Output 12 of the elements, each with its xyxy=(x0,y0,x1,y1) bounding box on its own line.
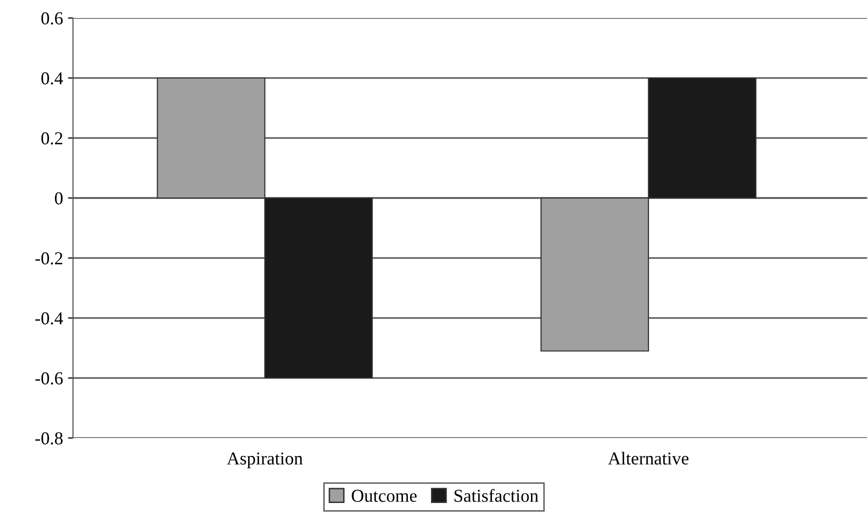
y-tick-label: 0.4 xyxy=(41,72,63,85)
legend-label: Outcome xyxy=(352,490,417,502)
y-tick-label: -0.4 xyxy=(35,312,63,325)
y-tick-label: 0.6 xyxy=(41,12,63,25)
x-tick-label: Alternative xyxy=(608,452,688,465)
y-tick-label: -0.2 xyxy=(35,252,62,265)
y-tick-label: -0.6 xyxy=(35,372,63,385)
legend-label: Satisfaction xyxy=(454,489,538,502)
y-tick-label: -0.8 xyxy=(35,432,63,445)
x-tick-label: Aspiration xyxy=(226,452,303,468)
y-tick-label: 0 xyxy=(54,192,63,204)
y-tick-label: 0.2 xyxy=(41,132,62,145)
